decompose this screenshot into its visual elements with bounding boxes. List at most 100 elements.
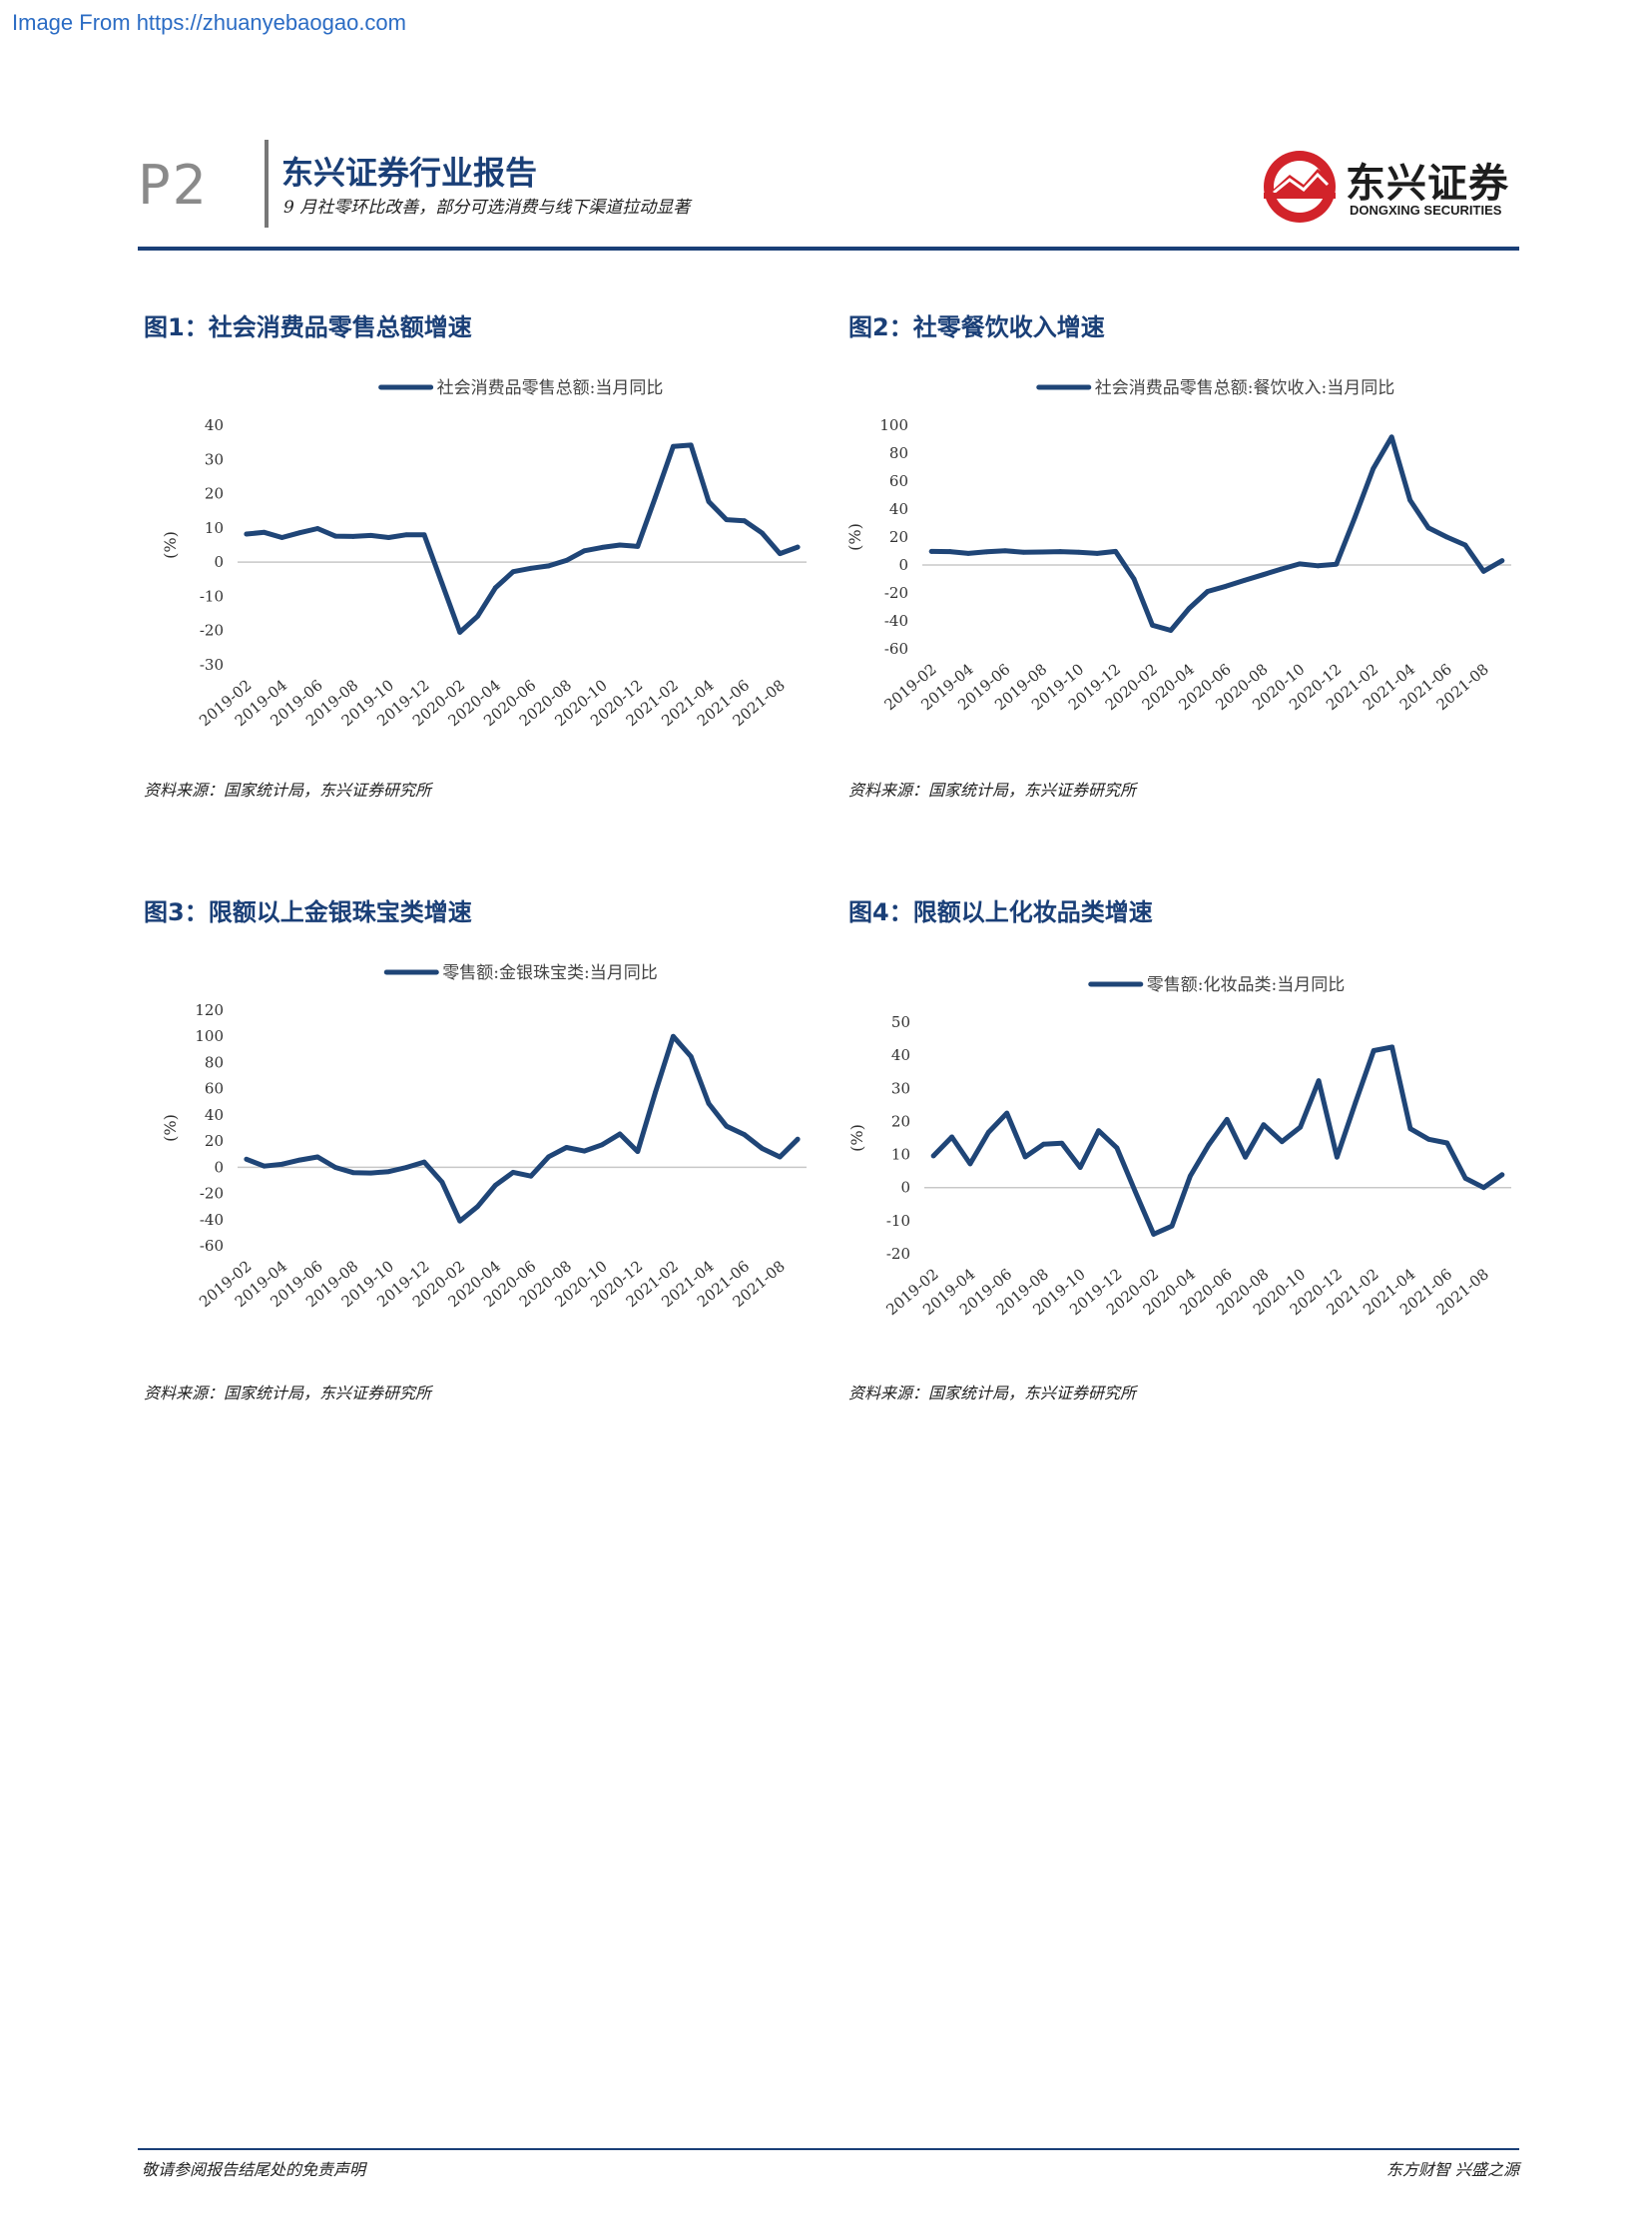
y-tick-label: -60 <box>200 1237 224 1255</box>
series-line <box>244 442 801 635</box>
data-point <box>1352 515 1358 520</box>
data-point <box>1094 550 1100 556</box>
watermark[interactable]: Image From https://zhuanyebaogao.com <box>12 10 406 35</box>
data-point <box>1057 549 1063 554</box>
data-point <box>1022 1154 1028 1160</box>
data-point <box>928 549 934 554</box>
legend-label: 零售额:化妆品类:当月同比 <box>1147 975 1345 995</box>
data-point <box>1407 1126 1413 1132</box>
chart-2: 社会消费品零售总额:餐饮收入:当月同比 100 80 60 40 20 0 -20 -40 -60… <box>845 378 1511 714</box>
data-point <box>581 548 587 554</box>
y-tick-label: 100 <box>879 416 908 434</box>
data-point <box>564 558 569 563</box>
y-tick-label: -40 <box>884 612 908 630</box>
data-point <box>421 1159 427 1165</box>
y-tick-label: 20 <box>891 1112 910 1130</box>
y-tick-label: 30 <box>205 450 224 468</box>
data-point <box>1077 1165 1083 1170</box>
data-point <box>1151 1232 1157 1237</box>
data-point <box>724 517 730 523</box>
data-point <box>368 1170 373 1176</box>
logo-text-en: DONGXING SECURITIES <box>1350 203 1502 218</box>
chart-legend: 零售额:化妆品类:当月同比 <box>1088 975 1345 995</box>
data-point <box>244 1156 250 1162</box>
y-tick-label: 0 <box>900 1179 910 1197</box>
data-point <box>314 526 320 531</box>
y-tick-label: 40 <box>205 416 224 434</box>
data-point <box>617 1131 623 1137</box>
data-point <box>475 613 480 619</box>
data-point <box>1039 549 1045 555</box>
report-subtitle: 9 月社零环比改善，部分可选消费与线下渠道拉动显著 <box>283 198 691 218</box>
y-tick-label: -40 <box>200 1211 224 1229</box>
data-point <box>314 1154 320 1160</box>
data-point <box>1298 1124 1304 1130</box>
y-tick-label: 20 <box>205 485 224 503</box>
data-point <box>1041 1141 1046 1147</box>
data-point <box>1371 1048 1377 1053</box>
data-point <box>1353 1100 1359 1106</box>
data-point <box>1150 622 1155 628</box>
data-point <box>1334 561 1340 567</box>
y-tick-label: 50 <box>891 1013 910 1031</box>
data-point <box>599 545 605 550</box>
data-point <box>528 1173 534 1179</box>
series-line <box>930 1044 1505 1237</box>
data-point <box>1444 534 1449 540</box>
data-point <box>403 1165 409 1170</box>
data-point <box>1279 1139 1285 1145</box>
data-point <box>457 1218 463 1224</box>
data-point <box>742 1132 748 1137</box>
figure-3: 图3：限额以上金银珠宝类增速 零售额:金银珠宝类:当月同比 120 100 80 60 4… <box>138 892 826 1411</box>
data-point <box>1499 1172 1505 1178</box>
y-axis-unit: (%) <box>847 1124 866 1152</box>
figure-source: 资料来源：国家统计局，东兴证券研究所 <box>848 1384 1137 1402</box>
data-point <box>386 535 391 540</box>
legend-label: 零售额:金银珠宝类:当月同比 <box>442 963 657 983</box>
y-tick-label: 10 <box>205 519 224 537</box>
data-point <box>1242 578 1248 583</box>
y-tick-label: 120 <box>195 1001 224 1019</box>
y-tick-label: 20 <box>205 1132 224 1150</box>
data-point <box>635 543 641 549</box>
data-point <box>510 1170 516 1175</box>
chart-1: 社会消费品零售总额:当月同比403020100-10-20-30(%)2019-… <box>161 378 807 730</box>
figure-title: 图3：限额以上金银珠宝类增速 <box>144 898 472 926</box>
data-point <box>1169 1223 1175 1229</box>
data-point <box>724 1123 730 1129</box>
chart-legend: 零售额:金银珠宝类:当月同比 <box>383 963 658 983</box>
data-point <box>688 442 694 448</box>
data-point <box>1188 1173 1193 1179</box>
dongxing-logo-icon <box>1264 151 1336 223</box>
data-point <box>1481 1185 1486 1191</box>
footer-slogan: 东方财智 兴盛之源 <box>1385 2160 1519 2179</box>
y-tick-label: -20 <box>200 622 224 640</box>
data-point <box>1002 548 1008 554</box>
y-tick-label: -10 <box>886 1212 910 1230</box>
data-point <box>1021 549 1026 555</box>
data-point <box>439 581 445 586</box>
data-point <box>947 549 953 554</box>
data-point <box>581 1148 587 1154</box>
data-point <box>635 1149 641 1154</box>
data-point <box>439 1179 445 1185</box>
figure-1: 图1：社会消费品零售总额增速 社会消费品零售总额:当月同比 40 30 20 10 0 -1… <box>138 307 826 807</box>
data-point <box>1186 606 1192 611</box>
y-tick-label: 0 <box>898 556 908 574</box>
data-point <box>1132 1189 1138 1195</box>
y-tick-label: -20 <box>200 1185 224 1203</box>
data-point <box>967 1161 973 1167</box>
data-point <box>368 533 373 538</box>
figure-2: 图2：社零餐饮收入增速 社会消费品零售总额:餐饮收入:当月同比 100 80 60 40… <box>842 307 1531 807</box>
figure-source: 资料来源：国家统计局，东兴证券研究所 <box>848 781 1137 800</box>
y-tick-label: 0 <box>214 1158 224 1176</box>
y-tick-label: -20 <box>884 584 908 602</box>
data-point <box>1261 1122 1267 1128</box>
data-point <box>653 494 658 500</box>
data-point <box>1096 1128 1101 1134</box>
y-tick-label: 0 <box>214 553 224 571</box>
data-point <box>1206 1142 1212 1148</box>
data-point <box>1335 1154 1340 1160</box>
data-point <box>1059 1140 1065 1146</box>
figure-title: 图4：限额以上化妆品类增速 <box>848 898 1153 926</box>
